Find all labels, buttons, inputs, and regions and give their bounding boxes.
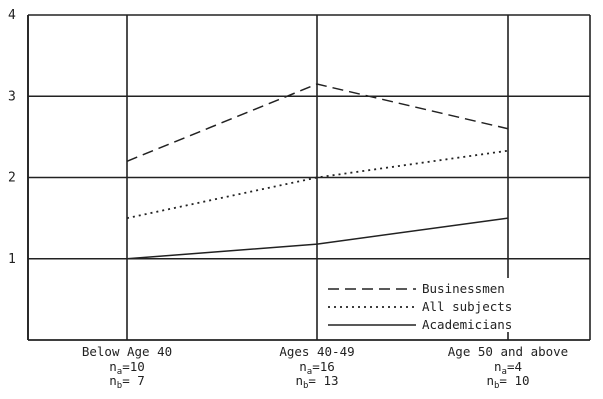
legend-label: All subjects <box>422 299 512 314</box>
data-series <box>126 83 509 260</box>
sample-size-b: nb= 7 <box>109 373 145 391</box>
legend-label: Businessmen <box>422 281 505 296</box>
sample-size-b: nb= 13 <box>295 373 338 391</box>
y-tick-label-3: 3 <box>8 89 16 104</box>
y-tick-label-2: 2 <box>8 171 16 186</box>
y-tick-labels: 1 2 3 4 <box>8 8 16 267</box>
series-line-academicians <box>126 217 509 260</box>
sample-size-a: na=16 <box>299 359 335 377</box>
chart-axes <box>27 15 590 341</box>
sample-size-a: na=4 <box>494 359 522 377</box>
y-tick-label-1: 1 <box>8 252 16 267</box>
sample-size-b: nb= 10 <box>486 373 529 391</box>
legend-box <box>322 278 554 332</box>
legend-label: Academicians <box>422 317 512 332</box>
series-line-businessmen <box>126 83 509 162</box>
legend: Businessmen All subjects Academicians <box>322 278 554 332</box>
x-category-label: Age 50 and above <box>448 344 568 359</box>
x-category-label: Ages 40-49 <box>279 344 354 359</box>
sample-size-a: na=10 <box>109 359 145 377</box>
x-category-label: Below Age 40 <box>82 344 172 359</box>
y-tick-label-4: 4 <box>8 8 16 23</box>
